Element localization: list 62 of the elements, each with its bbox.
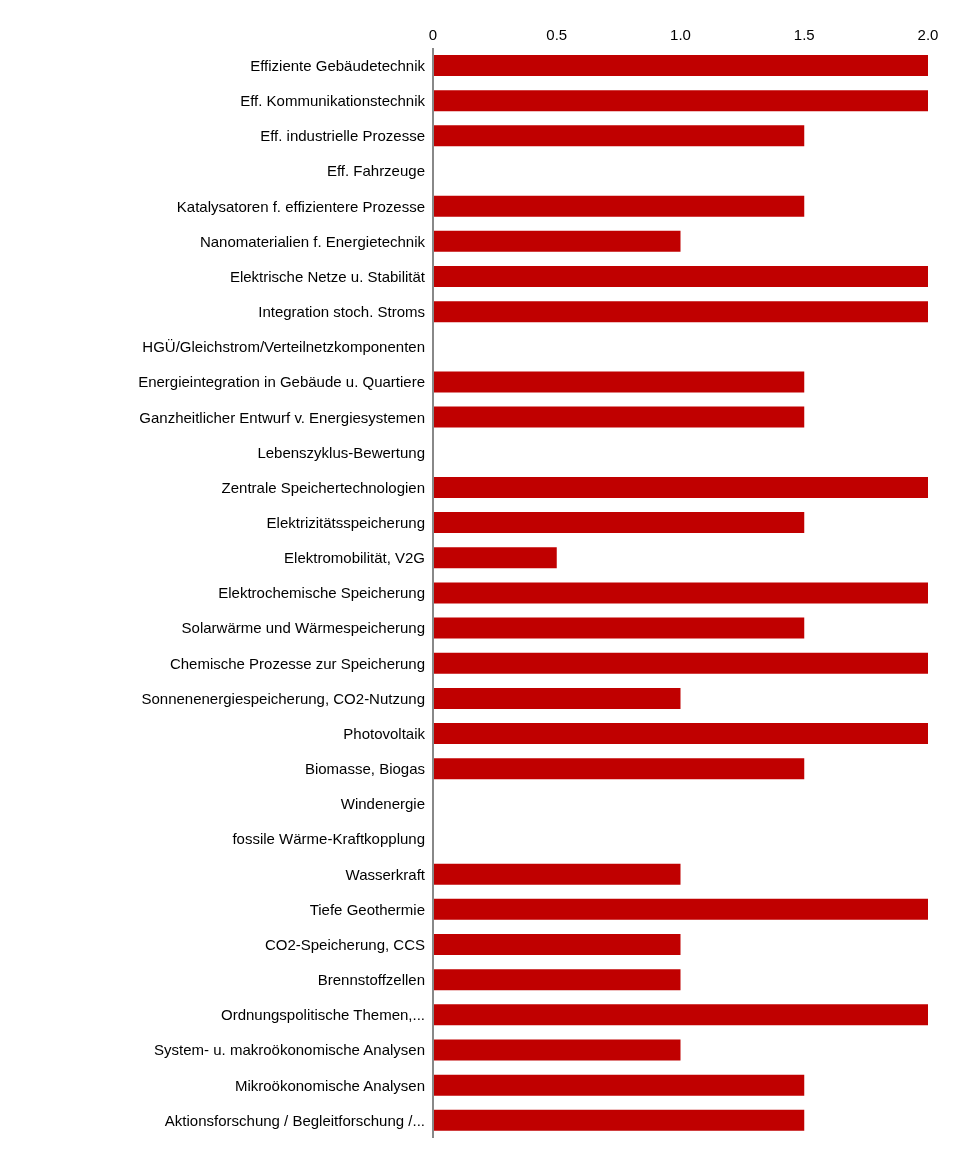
bar <box>433 301 928 323</box>
bar <box>433 723 928 745</box>
bar <box>433 863 681 885</box>
y-tick-label: System- u. makroökonomische Analysen <box>154 1041 425 1059</box>
y-tick-label: Elektrische Netze u. Stabilität <box>229 267 426 285</box>
bar <box>433 758 805 780</box>
y-tick-label: Elektrochemische Speicherung <box>218 584 425 602</box>
y-tick-label: Ganzheitlicher Entwurf v. Energiesystemen <box>139 408 425 426</box>
y-tick-label: Solarwärme und Wärmespeicherung <box>181 619 425 637</box>
bar <box>433 406 805 428</box>
y-tick-label: Aktionsforschung / Begleitforschung /... <box>164 1111 425 1129</box>
bar <box>433 1039 681 1061</box>
x-tick-label: 2.0 <box>917 26 939 43</box>
x-tick-label: 0.5 <box>546 26 568 43</box>
bar <box>433 1074 805 1096</box>
bar <box>433 582 928 604</box>
y-tick-label: Eff. Fahrzeuge <box>326 162 425 180</box>
y-tick-label: fossile Wärme-Kraftkopplung <box>232 830 425 848</box>
y-tick-label: Katalysatoren f. effizientere Prozesse <box>176 197 425 215</box>
y-tick-label: Wasserkraft <box>345 865 426 883</box>
bar <box>433 476 928 498</box>
bar <box>433 1109 805 1131</box>
y-tick-label: Nanomaterialien f. Energietechnik <box>199 232 426 250</box>
bar <box>433 898 928 920</box>
y-tick-label: Elektrizitätsspeicherung <box>266 514 425 531</box>
bar <box>433 195 805 217</box>
bar <box>433 371 805 393</box>
y-tick-label: Lebenszyklus-Bewertung <box>257 443 425 461</box>
bar <box>433 687 681 709</box>
y-tick-label: Biomasse, Biogas <box>304 760 425 778</box>
y-tick-label: Eff. industrielle Prozesse <box>260 127 425 145</box>
y-tick-label: Chemische Prozesse zur Speicherung <box>169 654 425 672</box>
bar <box>433 617 805 639</box>
bar <box>433 265 928 287</box>
y-tick-label: Effiziente Gebäudetechnik <box>250 56 426 74</box>
y-tick-label: Integration stoch. Stroms <box>258 303 425 321</box>
y-tick-label: Ordnungspolitische Themen,... <box>220 1006 425 1024</box>
y-tick-label: Photovoltaik <box>343 724 426 742</box>
bar <box>433 125 805 147</box>
bar <box>433 1004 928 1026</box>
y-tick-label: Eff. Kommunikationstechnik <box>240 92 426 110</box>
bar <box>433 934 681 956</box>
y-tick-label: Tiefe Geothermie <box>309 900 425 918</box>
y-tick-label: Elektromobilität, V2G <box>284 549 425 567</box>
y-tick-label: Windenergie <box>340 795 425 813</box>
x-tick-label: 0 <box>428 26 438 43</box>
bar <box>433 55 928 76</box>
bar <box>433 230 681 252</box>
bar <box>433 969 681 991</box>
bar <box>433 90 928 112</box>
bar <box>433 547 557 569</box>
bar <box>433 652 928 674</box>
x-tick-label: 1.5 <box>793 26 815 43</box>
y-tick-label: Mikroökonomische Analysen <box>234 1076 425 1094</box>
y-tick-label: Sonnenenergiespeicherung, CO2-Nutzung <box>141 689 425 707</box>
y-tick-label: CO2-Speicherung, CCS <box>264 935 425 953</box>
bar <box>433 512 805 534</box>
x-tick-label: 1.0 <box>670 26 691 43</box>
y-tick-label: Brennstoffzellen <box>317 971 425 989</box>
y-tick-label: HGÜ/Gleichstrom/Verteilnetzkomponenten <box>142 338 425 356</box>
y-tick-label: Energieintegration in Gebäude u. Quartiere <box>138 373 425 391</box>
y-tick-label: Zentrale Speichertechnologien <box>221 478 425 496</box>
